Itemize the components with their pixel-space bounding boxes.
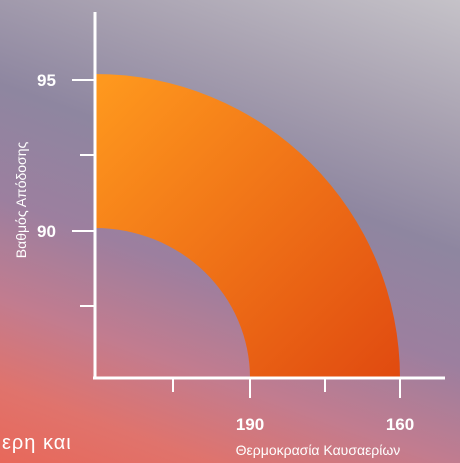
x-tick-label-190: 190 (236, 415, 264, 434)
efficiency-band (95, 73, 400, 379)
y-tick-label-90: 90 (37, 222, 56, 241)
y-axis-label: Βαθμός Απόδοσης (13, 142, 29, 259)
y-tick-label-95: 95 (37, 71, 56, 90)
x-axis-label: Θερμοκρασία Καυσαερίων (236, 442, 401, 458)
caption-fragment: ερη και (2, 432, 72, 454)
x-tick-label-160: 160 (386, 415, 414, 434)
